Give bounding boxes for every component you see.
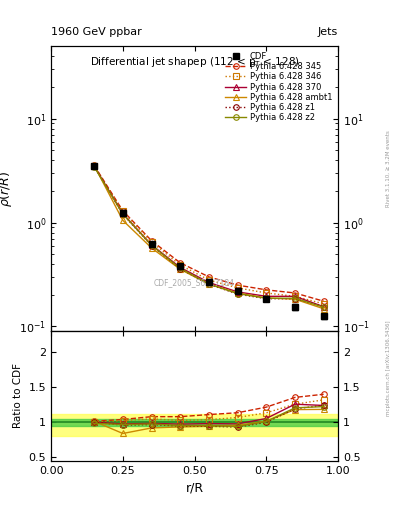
Y-axis label: Ratio to CDF: Ratio to CDF <box>13 364 23 429</box>
Pythia 6.428 346 <box>120 208 125 215</box>
Pythia 6.428 370 <box>92 163 97 169</box>
Pythia 6.428 370 <box>264 293 269 300</box>
Pythia 6.428 346 <box>292 293 298 300</box>
Pythia 6.428 z2 <box>264 295 269 301</box>
Pythia 6.428 z1 <box>264 295 269 302</box>
Pythia 6.428 z1 <box>235 291 240 297</box>
Pythia 6.428 345 <box>92 162 97 168</box>
Line: Pythia 6.428 z2: Pythia 6.428 z2 <box>91 164 327 310</box>
Pythia 6.428 370 <box>178 264 183 270</box>
Pythia 6.428 346 <box>207 277 211 283</box>
Pythia 6.428 z2 <box>92 164 97 170</box>
Text: Jets: Jets <box>318 27 338 37</box>
Pythia 6.428 z2 <box>120 211 125 217</box>
Pythia 6.428 z1 <box>178 266 183 272</box>
Legend: CDF, Pythia 6.428 345, Pythia 6.428 346, Pythia 6.428 370, Pythia 6.428 ambt1, P: CDF, Pythia 6.428 345, Pythia 6.428 346,… <box>224 50 334 124</box>
Pythia 6.428 345 <box>149 238 154 244</box>
Pythia 6.428 345 <box>292 290 298 296</box>
Pythia 6.428 ambt1 <box>149 245 154 251</box>
Pythia 6.428 z1 <box>292 295 298 302</box>
Text: CDF_2005_S6217184: CDF_2005_S6217184 <box>154 278 235 287</box>
Pythia 6.428 z1 <box>207 281 211 287</box>
Pythia 6.428 345 <box>120 208 125 214</box>
Pythia 6.428 z2 <box>178 265 183 271</box>
Pythia 6.428 ambt1 <box>321 306 326 312</box>
Pythia 6.428 370 <box>207 280 211 286</box>
Pythia 6.428 370 <box>235 289 240 295</box>
Pythia 6.428 346 <box>321 301 326 307</box>
Pythia 6.428 ambt1 <box>292 296 298 302</box>
Pythia 6.428 ambt1 <box>207 281 211 287</box>
Pythia 6.428 345 <box>264 287 269 293</box>
Pythia 6.428 z2 <box>321 304 326 310</box>
Pythia 6.428 370 <box>149 242 154 248</box>
Pythia 6.428 345 <box>207 274 211 280</box>
Pythia 6.428 z1 <box>120 211 125 218</box>
Pythia 6.428 345 <box>235 282 240 288</box>
Pythia 6.428 370 <box>292 293 298 300</box>
Pythia 6.428 z1 <box>92 163 97 169</box>
Line: Pythia 6.428 346: Pythia 6.428 346 <box>91 163 327 307</box>
Pythia 6.428 346 <box>264 290 269 296</box>
Pythia 6.428 ambt1 <box>235 290 240 296</box>
Bar <box>51 414 338 436</box>
Line: Pythia 6.428 z1: Pythia 6.428 z1 <box>91 163 327 309</box>
X-axis label: r/R: r/R <box>185 481 204 494</box>
Bar <box>51 419 338 426</box>
Pythia 6.428 z2 <box>292 295 298 301</box>
Pythia 6.428 346 <box>92 163 97 169</box>
Text: mcplots.cern.ch [arXiv:1306.3436]: mcplots.cern.ch [arXiv:1306.3436] <box>386 321 391 416</box>
Pythia 6.428 370 <box>120 210 125 217</box>
Pythia 6.428 ambt1 <box>264 295 269 301</box>
Text: 1960 GeV ppbar: 1960 GeV ppbar <box>51 27 142 37</box>
Text: Differential jet shapep (112 < p$_\mathsf{T}$ < 128): Differential jet shapep (112 < p$_\maths… <box>90 55 299 69</box>
Pythia 6.428 z2 <box>149 242 154 248</box>
Pythia 6.428 z1 <box>149 243 154 249</box>
Pythia 6.428 z2 <box>207 281 211 287</box>
Line: Pythia 6.428 ambt1: Pythia 6.428 ambt1 <box>91 163 327 311</box>
Pythia 6.428 ambt1 <box>92 162 97 168</box>
Line: Pythia 6.428 370: Pythia 6.428 370 <box>91 163 327 309</box>
Pythia 6.428 z2 <box>235 290 240 296</box>
Line: Pythia 6.428 345: Pythia 6.428 345 <box>91 163 327 304</box>
Y-axis label: $\rho(r/R)$: $\rho(r/R)$ <box>0 170 14 207</box>
Pythia 6.428 370 <box>321 304 326 310</box>
Pythia 6.428 345 <box>178 260 183 266</box>
Pythia 6.428 346 <box>149 239 154 245</box>
Pythia 6.428 346 <box>178 262 183 268</box>
Pythia 6.428 345 <box>321 298 326 304</box>
Pythia 6.428 z1 <box>321 304 326 310</box>
Pythia 6.428 346 <box>235 285 240 291</box>
Pythia 6.428 ambt1 <box>178 266 183 272</box>
Pythia 6.428 ambt1 <box>120 217 125 223</box>
Text: Rivet 3.1.10, ≥ 3.2M events: Rivet 3.1.10, ≥ 3.2M events <box>386 131 391 207</box>
